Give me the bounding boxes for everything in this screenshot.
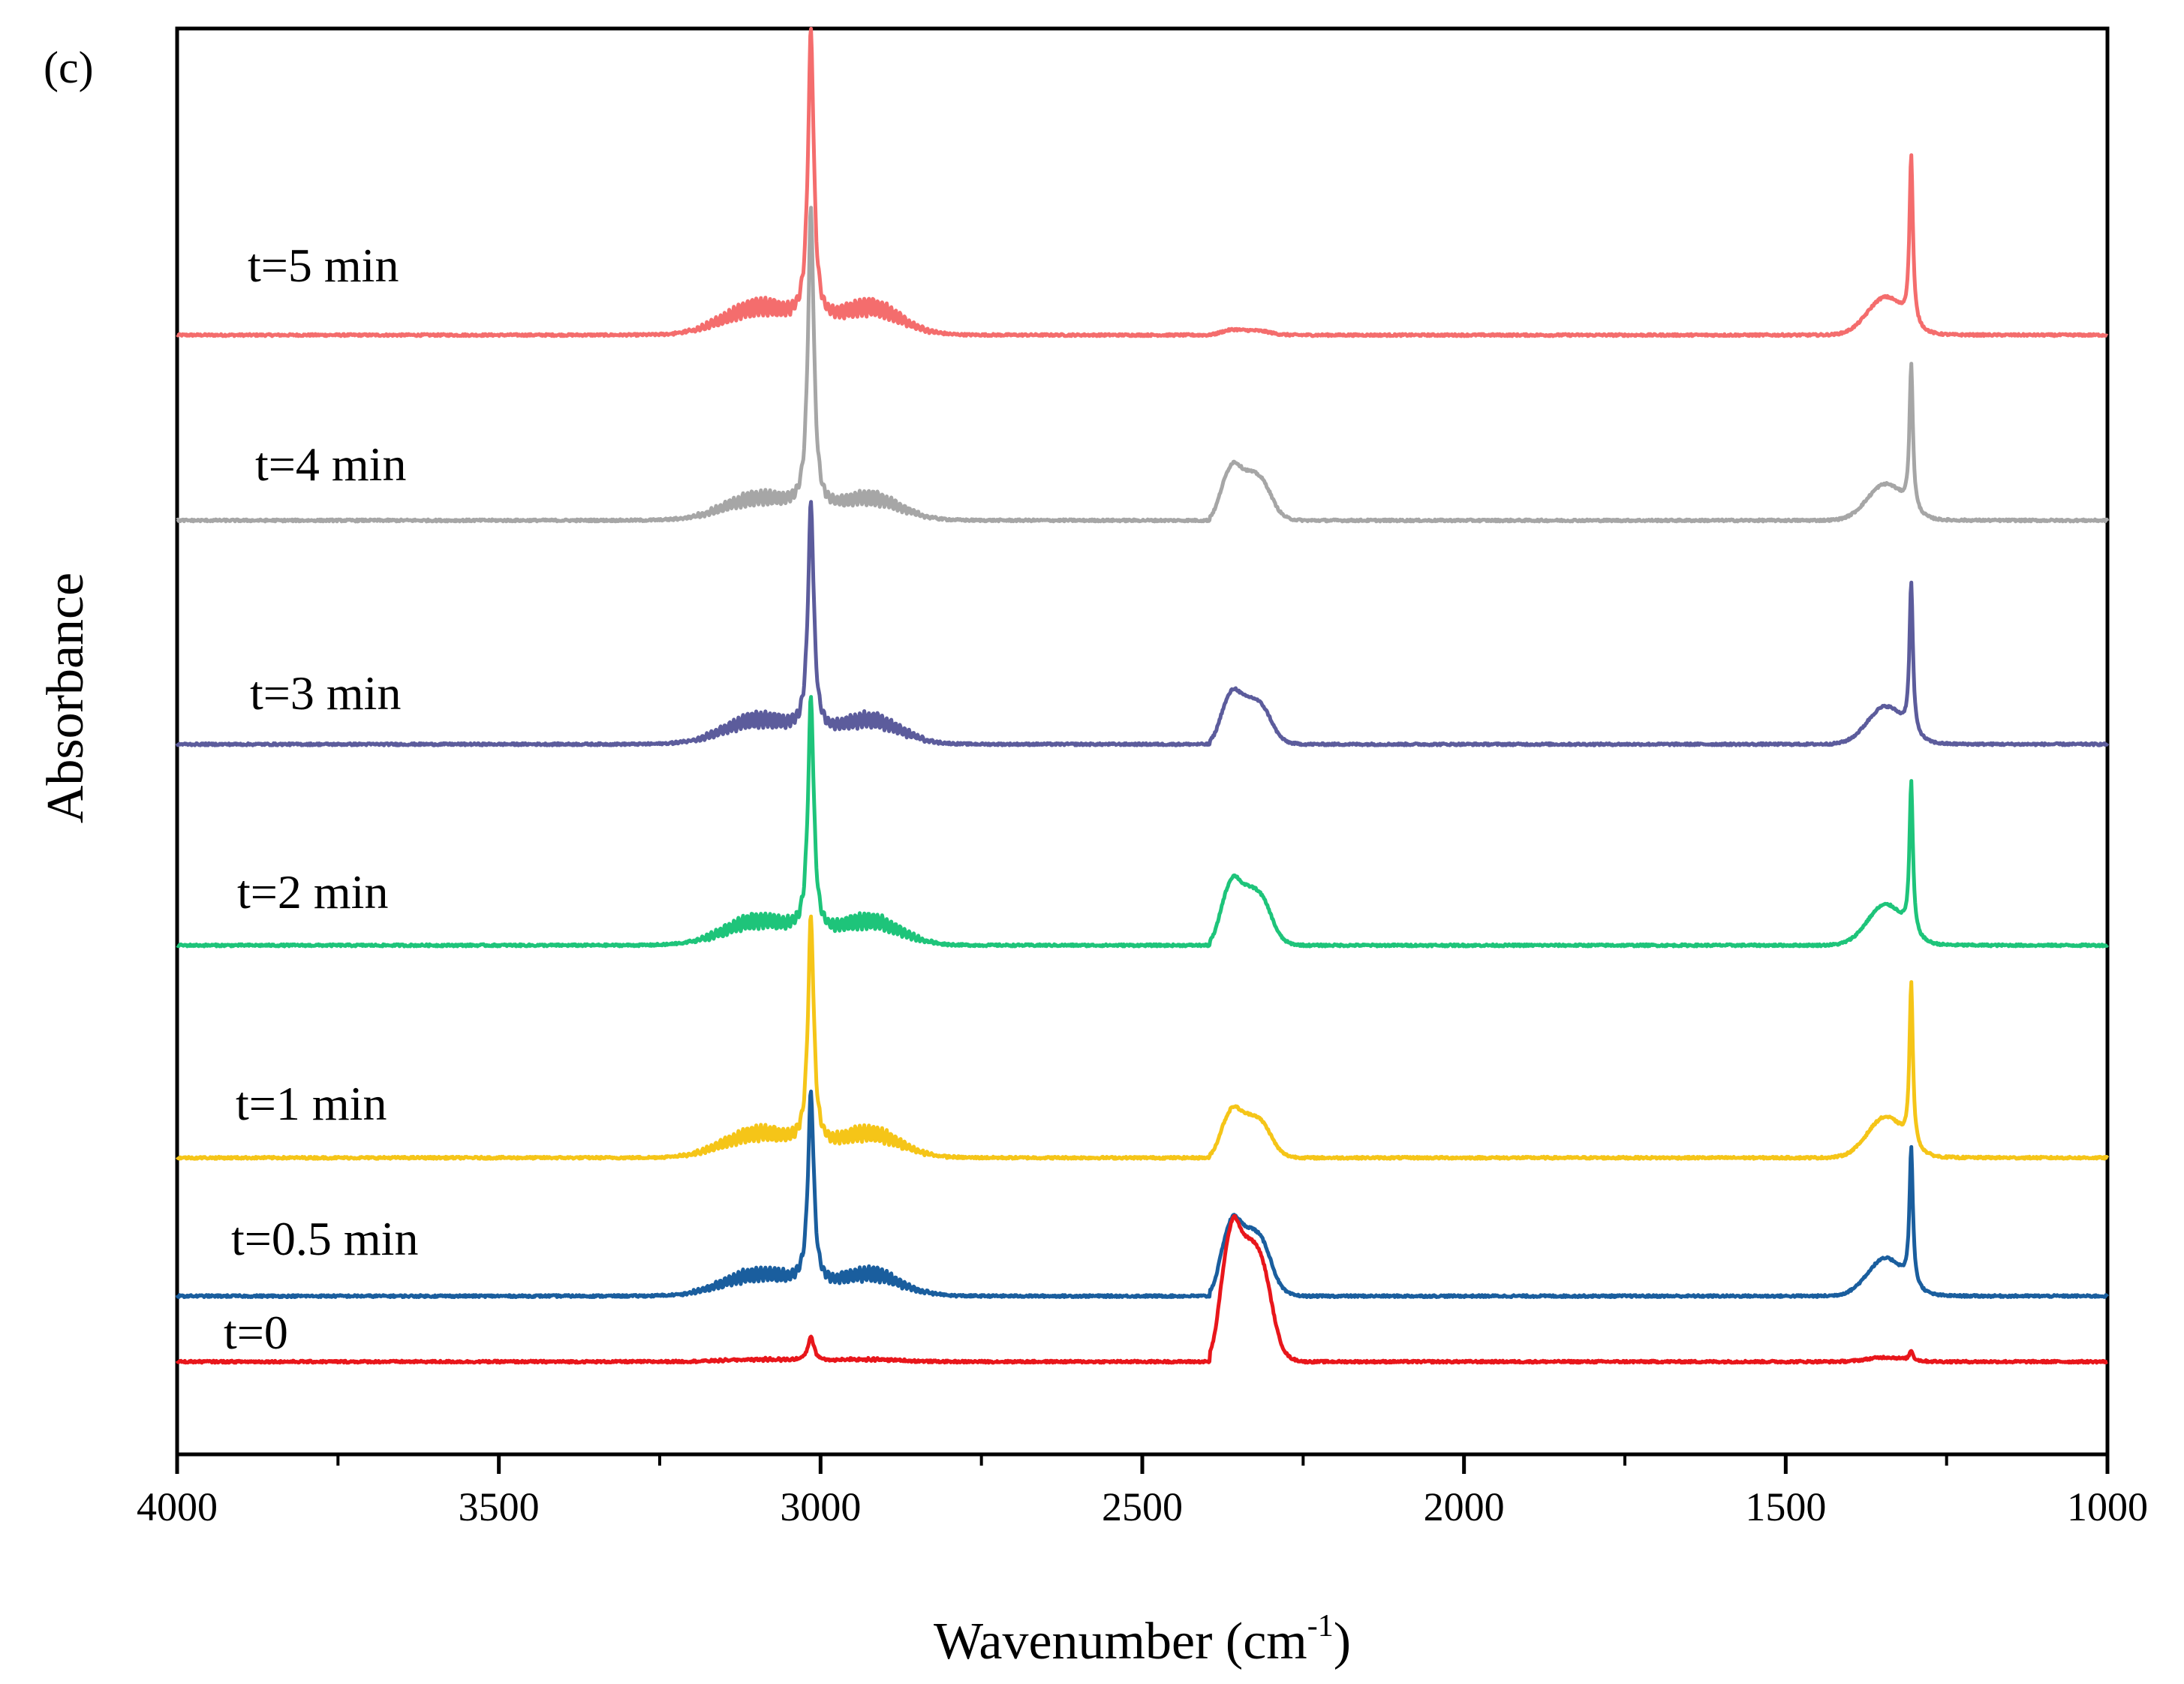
series-label: t=2 min — [237, 865, 388, 919]
series-label: t=3 min — [250, 666, 401, 720]
series-labels: t=5 min t=4 min t=3 min t=2 min t=1 min t=0.5… — [224, 239, 418, 1359]
x-tick-label: 3500 — [459, 1484, 540, 1529]
x-tick-label: 4000 — [137, 1484, 218, 1529]
y-axis-title: Absorbance — [37, 573, 95, 823]
x-axis-title: Wavenumber (cm-1) — [934, 1609, 1351, 1670]
spectrum-line — [176, 206, 2110, 524]
x-tick-label: 1500 — [1745, 1484, 1826, 1529]
spectrum-line — [176, 26, 2109, 338]
series-label: t=1 min — [236, 1077, 387, 1130]
x-tick-label: 2500 — [1102, 1484, 1183, 1529]
ticks-group: 4000 3500 3000 2500 2000 1500 1000 — [137, 1454, 2148, 1529]
series-label: t=4 min — [255, 438, 406, 491]
series-group — [175, 26, 2110, 1365]
spectrum-line — [175, 1213, 2109, 1365]
x-axis-title-sup: -1 — [1307, 1609, 1334, 1643]
spectrum-line — [176, 695, 2109, 949]
series-label: t=0.5 min — [231, 1212, 418, 1265]
x-tick-label: 2000 — [1424, 1484, 1505, 1529]
spectrum-line — [175, 1089, 2109, 1299]
spectrum-line — [175, 500, 2110, 747]
x-tick-label: 1000 — [2067, 1484, 2148, 1529]
spectrum-line — [176, 914, 2110, 1161]
series-label: t=5 min — [248, 239, 399, 292]
plot-frame — [175, 26, 2110, 1457]
x-tick-label: 3000 — [780, 1484, 861, 1529]
x-axis-title-main: Wavenumber (cm — [934, 1613, 1307, 1670]
series-label: t=0 — [224, 1306, 288, 1359]
x-axis-title-close: ) — [1334, 1613, 1351, 1670]
panel-label: (c) — [44, 43, 94, 92]
